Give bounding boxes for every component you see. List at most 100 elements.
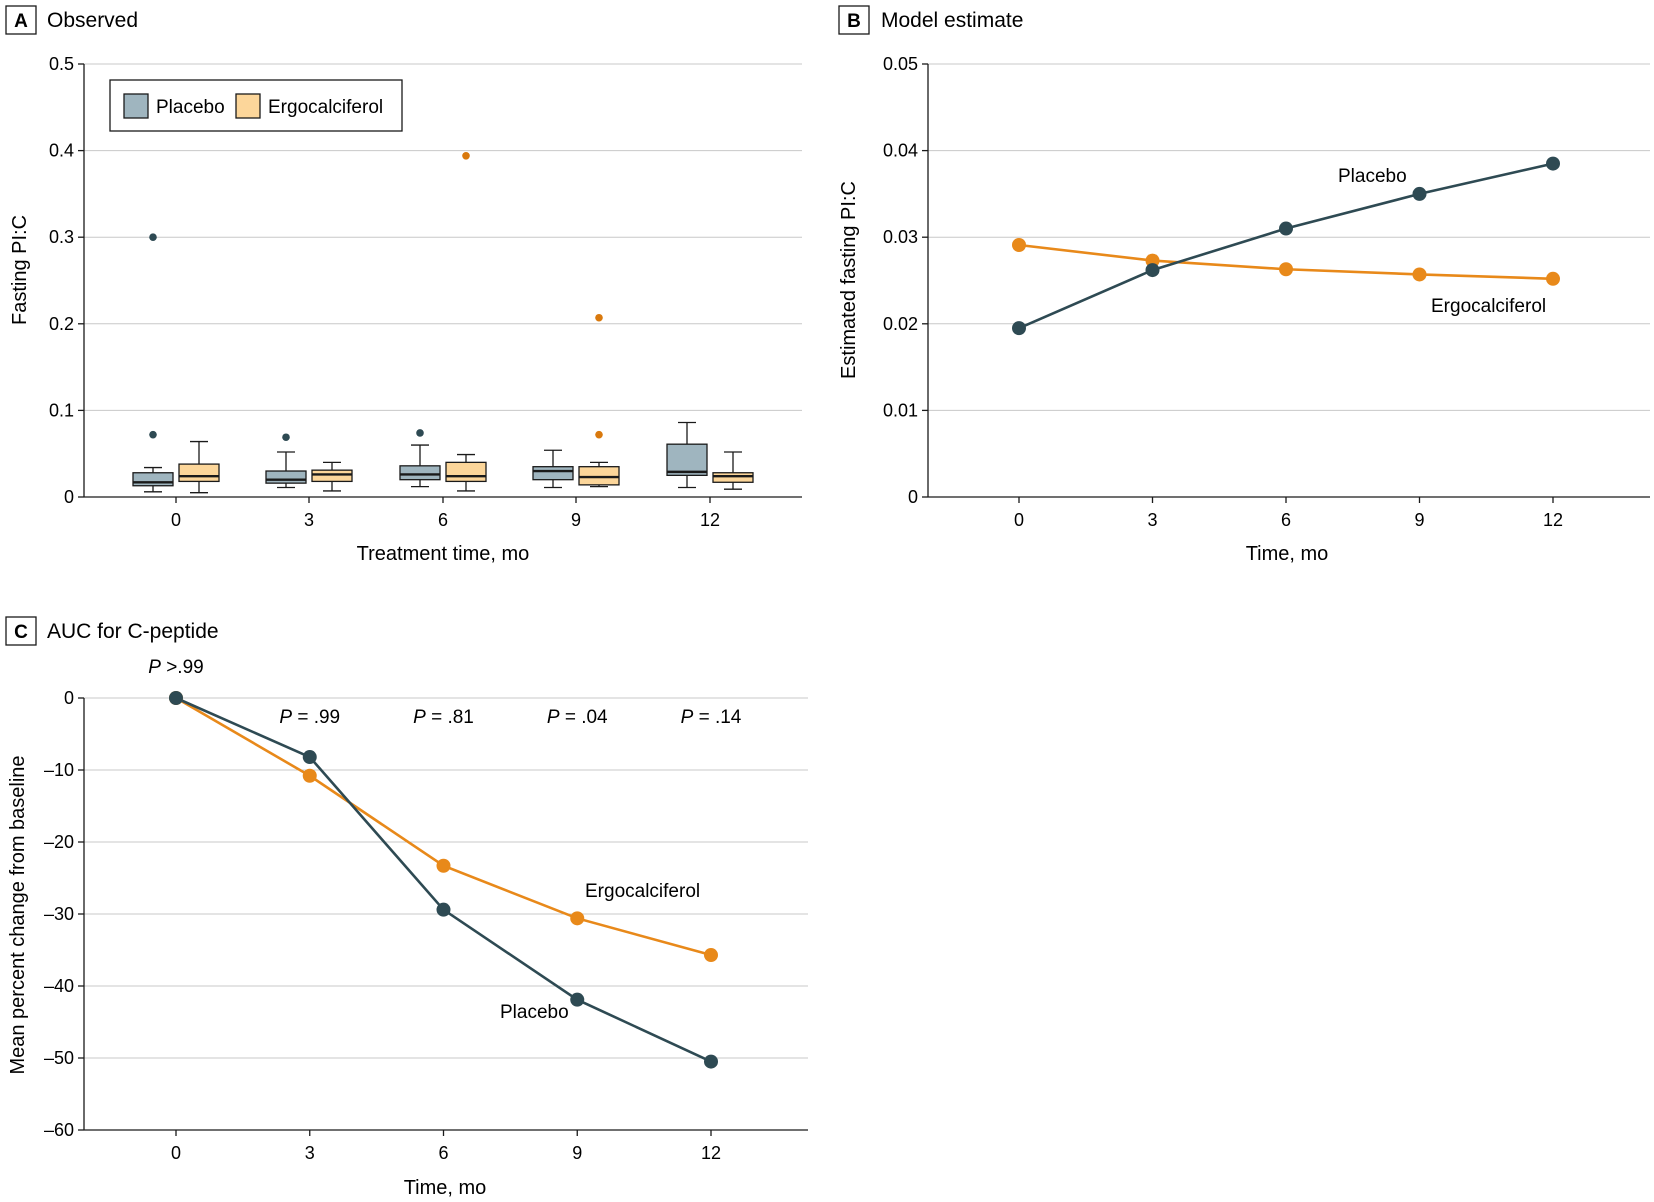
y-tick-label: –30 <box>44 904 74 924</box>
legend-label-ergocalciferol: Ergocalciferol <box>268 97 383 118</box>
y-tick-label: 0.04 <box>883 141 918 161</box>
data-point-placebo <box>704 1054 718 1069</box>
x-tick-label: 6 <box>1281 510 1291 530</box>
y-tick-label: 0.2 <box>49 314 74 334</box>
box <box>399 465 441 481</box>
box <box>532 466 574 481</box>
x-tick-label: 3 <box>304 510 314 530</box>
panel-c-tag: C <box>14 622 28 643</box>
data-point-ergocalciferol <box>704 948 718 963</box>
panel-c-x-axis-title: Time, mo <box>404 1177 487 1199</box>
x-tick-label: 12 <box>700 510 720 530</box>
y-tick-label: 0 <box>64 688 74 708</box>
p-value-label: P = .04 <box>547 707 608 728</box>
legend-swatch-ergocalciferol <box>235 93 261 119</box>
x-tick-label: 0 <box>171 510 181 530</box>
panel-a-y-axis-title: Fasting PI:C <box>9 215 31 325</box>
outlier-point <box>462 151 470 160</box>
x-tick-label: 0 <box>1014 510 1024 530</box>
y-tick-label: 0.05 <box>883 54 918 74</box>
panel-b-y-axis-title: Estimated fasting PI:C <box>838 181 860 379</box>
p-value-label: P = .99 <box>279 707 340 728</box>
panel-b-tag: B <box>847 11 861 32</box>
data-point-placebo <box>169 691 183 705</box>
y-tick-label: –60 <box>44 1120 74 1140</box>
x-tick-label: 6 <box>438 1143 448 1163</box>
y-tick-label: –50 <box>44 1048 74 1068</box>
panel-b-label-placebo: Placebo <box>1338 166 1407 187</box>
data-point-ergocalciferol <box>1412 267 1427 282</box>
y-tick-label: 0.1 <box>49 400 74 420</box>
x-tick-label: 0 <box>171 1143 181 1163</box>
data-point-ergocalciferol <box>1012 237 1026 252</box>
data-point-ergocalciferol <box>1546 271 1560 286</box>
series-line-placebo <box>175 696 712 1063</box>
panel-a: A Observed 0 0.1 0.2 0.3 0.4 0.5 0 3 6 9 12 Place… <box>5 5 802 565</box>
p-value-label: P >.99 <box>148 657 203 678</box>
y-tick-label: –10 <box>44 760 74 780</box>
x-tick-label: 3 <box>1147 510 1157 530</box>
panel-c-label-ergocalciferol: Ergocalciferol <box>585 881 700 902</box>
outlier-point <box>282 433 290 442</box>
panel-c-label-placebo: Placebo <box>500 1002 569 1023</box>
panel-b: B Model estimate 0 0.01 0.02 0.03 0.04 0.05 0… <box>838 5 1650 565</box>
panel-b-tag-box <box>838 5 870 35</box>
box <box>178 463 220 483</box>
box <box>265 470 307 484</box>
outlier-point <box>416 429 424 437</box>
outlier-point <box>595 313 603 322</box>
box <box>578 466 620 486</box>
panel-c-title: AUC for C-peptide <box>47 620 219 643</box>
legend-label-placebo: Placebo <box>156 97 225 118</box>
panel-a-title: Observed <box>47 9 138 32</box>
box <box>132 472 174 487</box>
x-tick-label: 6 <box>438 510 448 530</box>
box <box>445 461 487 483</box>
x-tick-label: 9 <box>572 1143 582 1163</box>
data-point-placebo <box>1412 186 1427 201</box>
legend-swatch-placebo <box>123 93 149 119</box>
box <box>666 443 708 477</box>
data-point-ergocalciferol <box>302 768 317 783</box>
x-tick-label: 12 <box>1543 510 1563 530</box>
panel-b-x-axis-title: Time, mo <box>1246 543 1329 565</box>
data-point-ergocalciferol <box>436 858 451 873</box>
panel-a-legend: Placebo Ergocalciferol <box>109 79 403 132</box>
y-tick-label: 0.03 <box>883 227 918 247</box>
y-tick-label: –20 <box>44 832 74 852</box>
y-tick-label: 0.02 <box>883 314 918 334</box>
data-point-placebo <box>436 902 451 917</box>
y-tick-label: 0 <box>908 487 918 507</box>
panel-c-y-axis-title: Mean percent change from baseline <box>7 755 29 1074</box>
y-tick-label: 0.01 <box>883 400 918 420</box>
x-tick-label: 12 <box>701 1143 721 1163</box>
panel-b-label-ergocalciferol: Ergocalciferol <box>1431 296 1546 317</box>
data-point-placebo <box>570 992 585 1007</box>
data-point-placebo <box>302 750 317 765</box>
panel-a-tag: A <box>14 11 28 32</box>
data-point-ergocalciferol <box>1279 262 1293 277</box>
y-tick-label: 0 <box>64 487 74 507</box>
x-tick-label: 9 <box>571 510 581 530</box>
outlier-point <box>595 430 603 439</box>
panel-a-x-axis-title: Treatment time, mo <box>357 543 530 565</box>
panel-a-tag-box <box>5 5 37 35</box>
y-tick-label: 0.4 <box>49 141 74 161</box>
data-point-placebo <box>1012 321 1026 336</box>
box <box>311 469 353 483</box>
panel-c-tag-box <box>5 616 37 646</box>
y-tick-label: 0.3 <box>49 227 74 247</box>
p-value-label: P = .14 <box>681 707 742 728</box>
data-point-placebo <box>1279 221 1293 236</box>
panel-c: C AUC for C-peptide 0–10–20–30–40–50–60 … <box>5 616 808 1199</box>
y-tick-label: 0.5 <box>49 54 74 74</box>
data-point-placebo <box>1145 263 1160 278</box>
outlier-point <box>149 430 157 439</box>
p-value-label: P = .81 <box>413 707 474 728</box>
x-tick-label: 3 <box>305 1143 315 1163</box>
box <box>712 472 754 483</box>
data-point-ergocalciferol <box>570 911 585 926</box>
y-tick-label: –40 <box>44 976 74 996</box>
x-tick-label: 9 <box>1414 510 1424 530</box>
